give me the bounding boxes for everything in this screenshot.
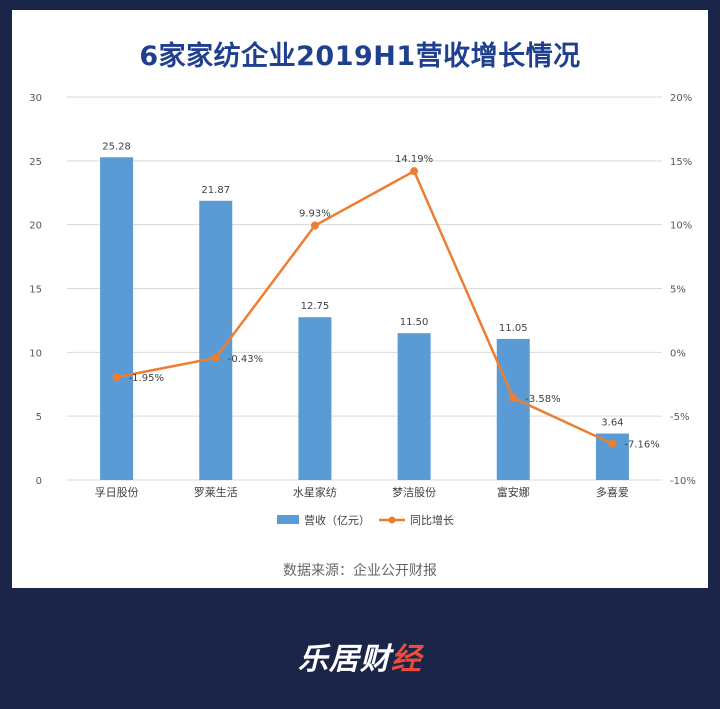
legend-bar-swatch <box>277 515 299 524</box>
y-left-tick-label: 0 <box>36 476 42 487</box>
x-tick-label: 罗莱生活 <box>194 485 238 499</box>
brand-logo: 乐居财经 <box>0 634 720 678</box>
y-right-tick-label: 10% <box>670 221 692 232</box>
bar-value-label: 21.87 <box>201 185 230 196</box>
bar-value-label: 12.75 <box>301 301 330 312</box>
data-source-note: 数据来源：企业公开财报 <box>283 563 437 579</box>
growth-point <box>211 353 220 362</box>
bar <box>199 200 233 480</box>
y-right-tick-label: 5% <box>670 285 686 296</box>
bar-value-label: 3.64 <box>601 418 623 429</box>
chart-plot: 0 5 10 15 20 25 30 -10% -5% 0% 5% 10% 15% 20% 25.28 21.… <box>29 93 696 527</box>
bar-value-label: 11.05 <box>499 323 528 334</box>
bar <box>496 338 530 480</box>
y-left-tick-label: 5 <box>36 412 42 423</box>
y-right-tick-label: 0% <box>670 348 686 359</box>
y-left-tick-label: 20 <box>29 221 42 232</box>
growth-value-label: -0.43% <box>228 354 263 365</box>
x-tick-label: 水星家纺 <box>293 485 337 499</box>
growth-value-label: 14.19% <box>395 154 433 165</box>
bar <box>100 157 134 480</box>
growth-point <box>410 167 419 176</box>
growth-value-label: -1.95% <box>129 373 164 384</box>
growth-value-label: 9.93% <box>299 209 331 220</box>
brand-logo-main: 乐居财 <box>298 642 391 677</box>
growth-point <box>608 439 617 448</box>
x-tick-label: 梦洁股份 <box>392 486 436 499</box>
x-tick-label: 孚日股份 <box>95 486 139 499</box>
y-left-tick-label: 10 <box>29 348 42 359</box>
y-left-tick-label: 25 <box>29 157 42 168</box>
y-right-tick-label: -10% <box>670 476 696 487</box>
y-right-tick-label: -5% <box>670 412 689 423</box>
legend-line-marker <box>388 516 396 524</box>
legend-bar-label: 营收（亿元） <box>304 513 370 527</box>
growth-line <box>116 169 613 445</box>
growth-point <box>112 373 121 382</box>
growth-point <box>310 221 319 230</box>
y-left-tick-label: 30 <box>29 93 42 104</box>
legend-line-label: 同比增长 <box>410 513 454 527</box>
brand-logo-accent: 经 <box>391 642 422 677</box>
x-tick-label: 多喜爱 <box>596 485 629 499</box>
bar-value-label: 11.50 <box>400 317 429 328</box>
growth-value-label: -7.16% <box>624 440 659 451</box>
growth-value-label: -3.58% <box>525 394 560 405</box>
bar <box>397 333 431 480</box>
bar <box>298 317 332 480</box>
growth-point <box>509 394 518 403</box>
x-tick-label: 富安娜 <box>497 485 530 499</box>
y-right-tick-label: 20% <box>670 93 692 104</box>
y-left-tick-label: 15 <box>29 285 42 296</box>
bar-value-label: 25.28 <box>102 141 131 152</box>
chart-card: 6家家纺企业2019H1营收增长情况 0 5 10 15 20 25 30 -10% -5% 0%… <box>12 10 708 588</box>
chart-title: 6家家纺企业2019H1营收增长情况 <box>139 41 581 72</box>
y-right-tick-label: 15% <box>670 157 692 168</box>
